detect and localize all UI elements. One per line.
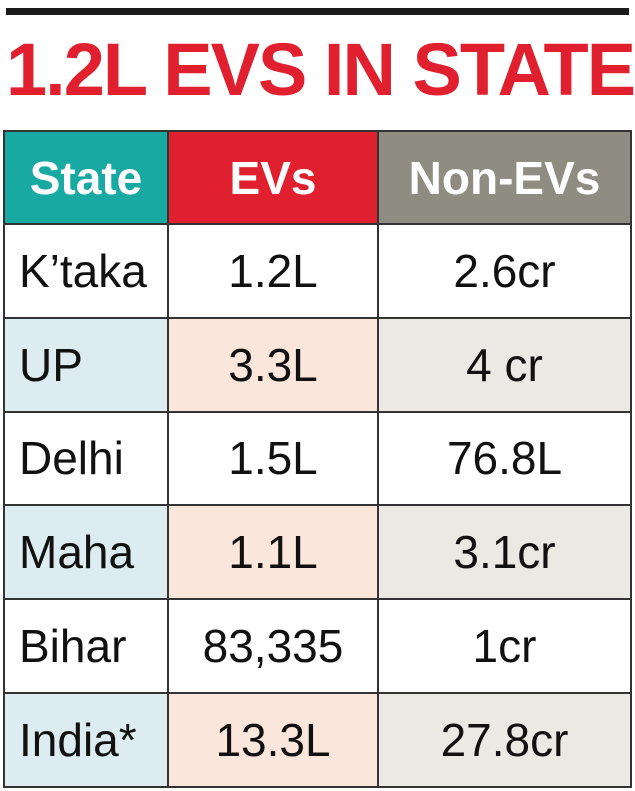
non-evs-cell: 3.1cr (379, 506, 632, 601)
header-state: State (3, 130, 169, 225)
state-cell: K’taka (3, 225, 169, 319)
chart-title: 1.2L EVS IN STATE (6, 28, 635, 111)
top-rule (6, 8, 629, 15)
evs-cell: 13.3L (169, 693, 379, 788)
evs-cell: 83,335 (169, 600, 379, 694)
state-cell: Delhi (3, 412, 169, 507)
header-evs: EVs (169, 130, 379, 225)
state-cell: Bihar (3, 600, 169, 694)
evs-cell: 1.5L (169, 412, 379, 507)
non-evs-cell: 27.8cr (379, 693, 632, 788)
non-evs-cell: 4 cr (379, 318, 632, 413)
header-non-evs: Non-EVs (379, 130, 632, 225)
state-cell: UP (3, 318, 169, 413)
state-cell: Maha (3, 506, 169, 601)
non-evs-cell: 1cr (379, 600, 632, 694)
non-evs-cell: 76.8L (379, 412, 632, 507)
evs-cell: 1.1L (169, 506, 379, 601)
evs-cell: 3.3L (169, 318, 379, 413)
non-evs-cell: 2.6cr (379, 225, 632, 319)
ev-table: State EVs Non-EVs K’taka 1.2L 2.6cr UP 3.3L 4 cr… (3, 130, 632, 788)
state-cell: India* (3, 693, 169, 788)
evs-cell: 1.2L (169, 225, 379, 319)
